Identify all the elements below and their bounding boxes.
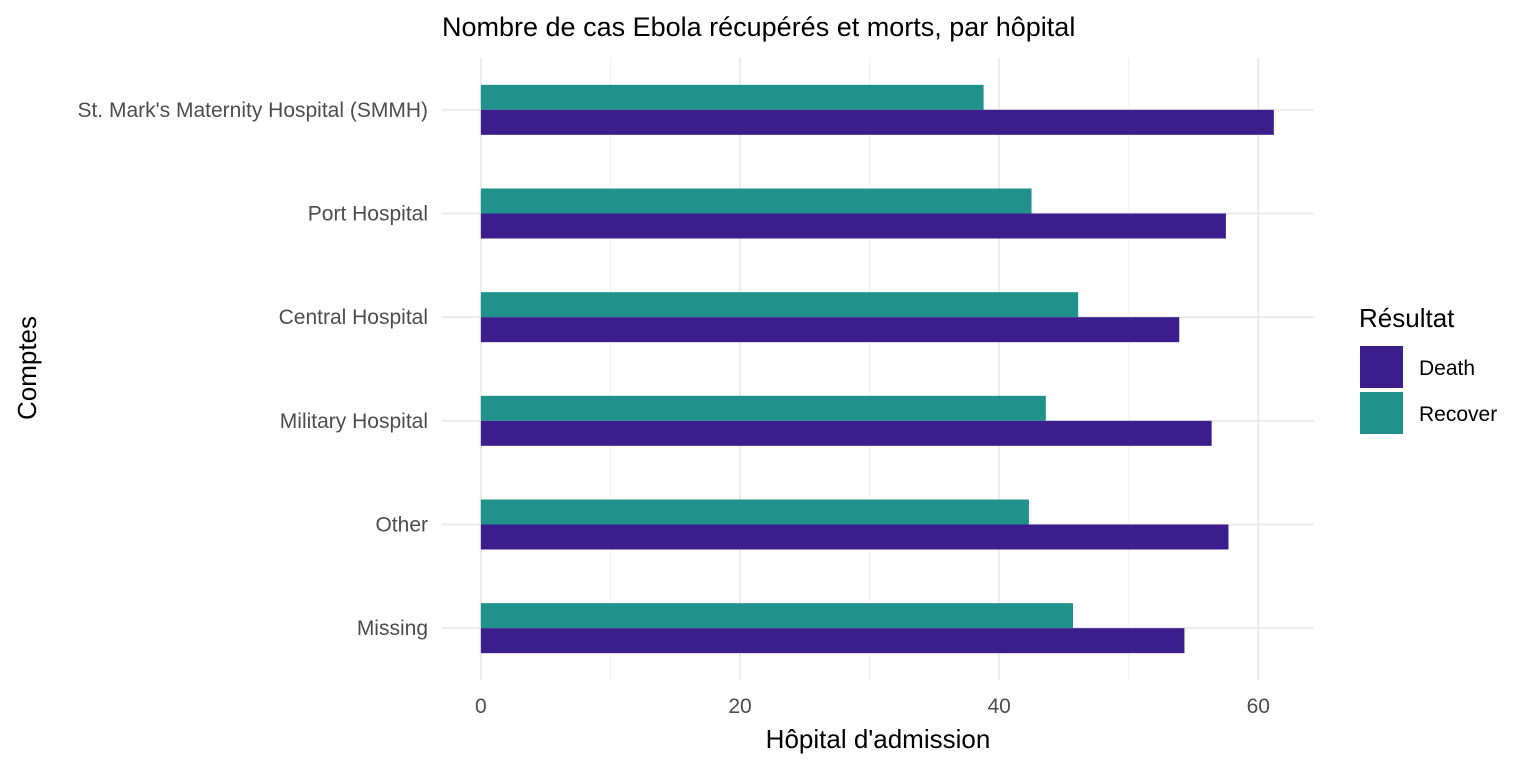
legend-label-death: Death [1419, 357, 1475, 380]
x-tick-labels: 0 20 40 60 [475, 695, 1270, 718]
bar-death-missing [480, 628, 1185, 654]
x-axis-title: Hôpital d'admission [766, 724, 991, 754]
y-tick-labels: St. Mark's Maternity Hospital (SMMH) Port… [77, 99, 428, 640]
bar-recover-missing [480, 603, 1074, 629]
bar-recover-central-hospital [480, 292, 1079, 318]
legend-label-recover: Recover [1419, 403, 1497, 426]
y-tick-label-central-hospital: Central Hospital [279, 306, 428, 329]
bar-death-st-mark-s-maternity-hospital-smmh [480, 109, 1274, 135]
bar-recover-other [480, 499, 1029, 525]
y-axis-title: Comptes [12, 316, 42, 420]
bar-death-port-hospital [480, 213, 1226, 239]
y-tick-label-st-mark-s-maternity-hospital-smmh: St. Mark's Maternity Hospital (SMMH) [77, 99, 428, 122]
bars [480, 84, 1274, 654]
x-tick-label-40: 40 [987, 695, 1010, 718]
bar-death-central-hospital [480, 317, 1180, 343]
bar-recover-military-hospital [480, 395, 1046, 421]
y-tick-label-missing: Missing [357, 617, 428, 640]
y-tick-label-other: Other [375, 514, 428, 537]
bar-recover-port-hospital [480, 188, 1032, 214]
bar-death-other [480, 524, 1229, 550]
y-tick-label-military-hospital: Military Hospital [280, 410, 428, 433]
legend-title: Résultat [1359, 303, 1455, 333]
x-tick-label-60: 60 [1247, 695, 1270, 718]
bar-death-military-hospital [480, 420, 1212, 446]
chart-title: Nombre de cas Ebola récupérés et morts, … [442, 12, 1075, 42]
legend-swatch-death [1360, 346, 1403, 388]
x-tick-label-0: 0 [475, 695, 487, 718]
grid-lines [442, 58, 1314, 680]
y-tick-label-port-hospital: Port Hospital [308, 203, 428, 226]
legend: Résultat Death Recover [1359, 303, 1497, 434]
bar-recover-st-mark-s-maternity-hospital-smmh [480, 84, 984, 110]
x-tick-label-20: 20 [728, 695, 751, 718]
legend-swatch-recover [1360, 392, 1403, 434]
